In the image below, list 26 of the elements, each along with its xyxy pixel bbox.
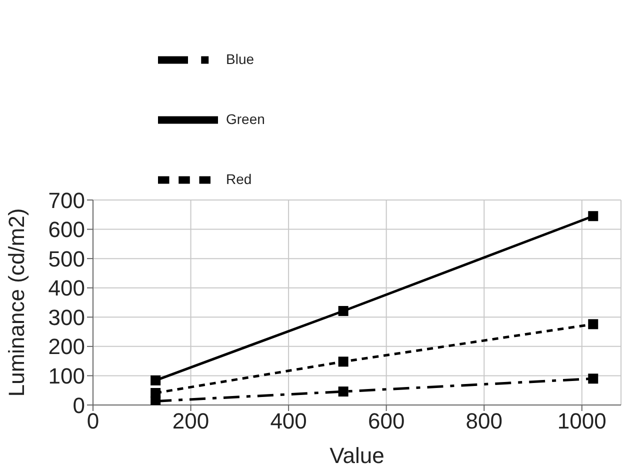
- x-tick-label: 200: [172, 408, 210, 434]
- y-tick-label: 300: [48, 304, 85, 330]
- y-tick-label: 500: [48, 246, 85, 272]
- legend-label: Blue: [226, 50, 254, 67]
- y-tick-label: 600: [48, 217, 85, 242]
- x-tick-label: 400: [270, 408, 307, 434]
- point: [338, 356, 348, 367]
- x-axis-title: Value: [330, 443, 384, 468]
- point: [588, 374, 598, 384]
- point: [588, 211, 598, 222]
- y-tick-label: 400: [48, 276, 85, 301]
- point: [150, 396, 161, 405]
- x-tick-label: 800: [466, 408, 502, 434]
- y-tick-label: 100: [48, 364, 85, 389]
- y-tick-label: 200: [48, 334, 85, 360]
- point: [338, 386, 348, 397]
- x-tick-label: 600: [368, 408, 405, 434]
- legend-label: Red: [226, 170, 252, 187]
- x-tick-label: 1000: [557, 408, 606, 434]
- point: [338, 306, 348, 316]
- point: [150, 375, 161, 386]
- y-axis-title: Luminance (cd/m2): [4, 208, 29, 397]
- y-tick-label: 0: [72, 392, 85, 418]
- point: [588, 319, 598, 330]
- y-tick-label: 700: [48, 188, 85, 213]
- legend-label: Green: [226, 110, 265, 127]
